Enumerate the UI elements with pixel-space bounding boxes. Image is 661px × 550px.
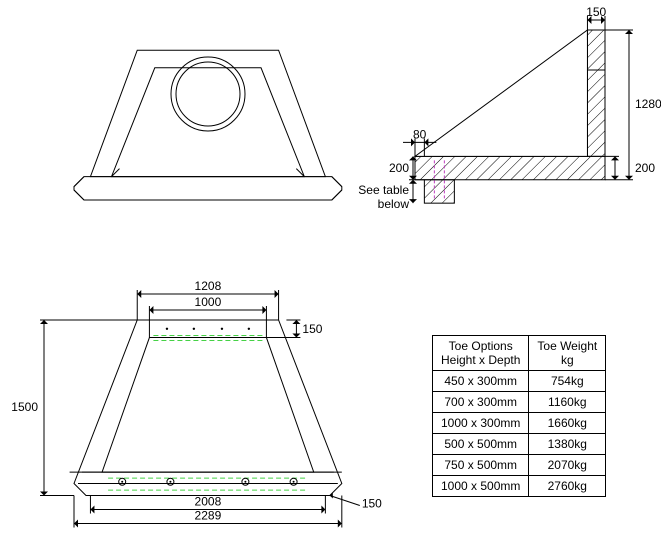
toe-row: 750 x 500mm2070kg [433, 455, 606, 476]
toe-cell-size: 1000 x 500mm [433, 476, 529, 497]
toe-cell-size: 1000 x 300mm [433, 413, 529, 434]
svg-text:80: 80 [413, 127, 427, 141]
svg-text:200: 200 [635, 161, 655, 175]
toe-cell-size: 500 x 500mm [433, 434, 529, 455]
toe-row: 450 x 300mm754kg [433, 371, 606, 392]
toe-cell-weight: 1660kg [529, 413, 606, 434]
toe-header-weight: Toe Weightkg [529, 336, 606, 371]
toe-row: 1000 x 300mm1660kg [433, 413, 606, 434]
toe-cell-size: 750 x 500mm [433, 455, 529, 476]
toe-cell-size: 700 x 300mm [433, 392, 529, 413]
toe-row: 1000 x 500mm2760kg [433, 476, 606, 497]
svg-text:150: 150 [302, 322, 322, 336]
toe-cell-size: 450 x 300mm [433, 371, 529, 392]
svg-text:1208: 1208 [195, 279, 222, 293]
svg-text:200: 200 [389, 161, 409, 175]
svg-text:1000: 1000 [195, 295, 222, 309]
toe-cell-weight: 754kg [529, 371, 606, 392]
toe-cell-weight: 1380kg [529, 434, 606, 455]
svg-text:150: 150 [362, 497, 382, 511]
svg-text:2289: 2289 [195, 509, 222, 523]
toe-cell-weight: 1160kg [529, 392, 606, 413]
toe-cell-weight: 2760kg [529, 476, 606, 497]
toe-header-size: Toe OptionsHeight x Depth [433, 336, 529, 371]
toe-row: 500 x 500mm1380kg [433, 434, 606, 455]
svg-text:150: 150 [586, 5, 606, 19]
toe-options-table: Toe OptionsHeight x Depth Toe Weightkg 4… [432, 335, 606, 497]
svg-text:1280: 1280 [635, 97, 661, 111]
svg-text:2008: 2008 [195, 495, 222, 509]
svg-text:below: below [378, 197, 410, 211]
svg-text:1500: 1500 [11, 400, 38, 414]
toe-cell-weight: 2070kg [529, 455, 606, 476]
toe-row: 700 x 300mm1160kg [433, 392, 606, 413]
svg-text:See table: See table [358, 183, 409, 197]
